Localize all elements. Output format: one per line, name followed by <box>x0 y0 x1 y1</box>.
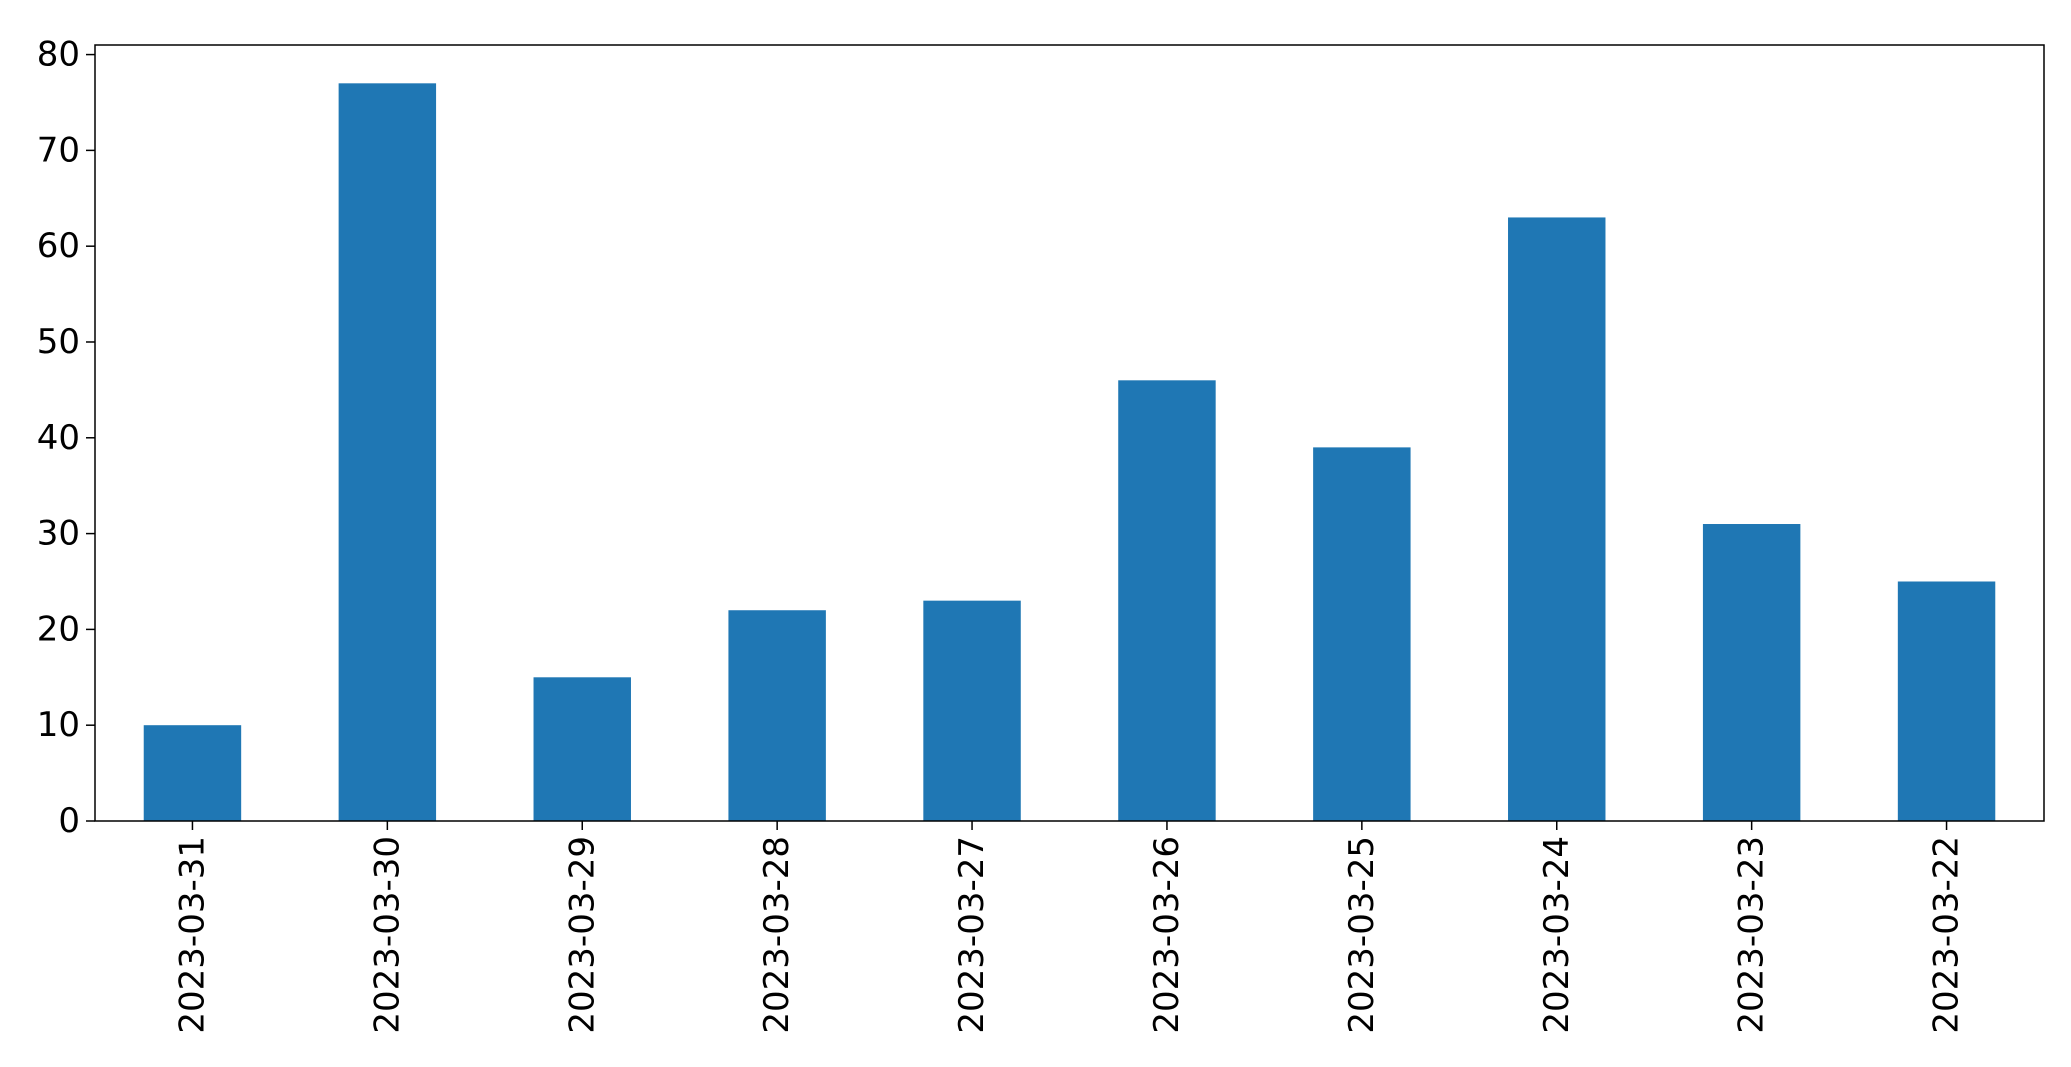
y-tick-label: 30 <box>37 514 80 554</box>
y-tick-label: 70 <box>37 130 80 170</box>
y-tick-label: 60 <box>37 226 80 266</box>
plot-area-frame <box>94 44 2045 822</box>
x-tick-label: 2023-03-29 <box>562 836 602 1034</box>
y-tick-label: 10 <box>37 705 80 745</box>
bars-layer <box>143 83 1996 821</box>
x-tick-label: 2023-03-28 <box>757 836 797 1034</box>
y-tick-label: 0 <box>58 801 80 841</box>
x-tick-label: 2023-03-31 <box>172 836 212 1034</box>
y-axis: 0 10 20 30 40 50 60 70 80 <box>37 35 95 841</box>
x-tick-label: 2023-03-22 <box>1927 836 1967 1034</box>
bar-2023-03-24 <box>1508 217 1606 821</box>
bar-2023-03-30 <box>338 83 437 821</box>
x-tick-label: 2023-03-23 <box>1732 836 1772 1034</box>
bar-2023-03-29 <box>533 677 631 821</box>
bar-2023-03-27 <box>923 600 1021 821</box>
bar-2023-03-28 <box>728 610 826 821</box>
bar-2023-03-26 <box>1118 380 1216 821</box>
x-tick-label: 2023-03-27 <box>952 836 992 1034</box>
bar-2023-03-25 <box>1313 447 1411 821</box>
y-tick-label: 20 <box>37 609 80 649</box>
y-tick-label: 80 <box>37 35 80 75</box>
x-tick-label: 2023-03-26 <box>1147 836 1187 1034</box>
bar-2023-03-23 <box>1702 524 1801 821</box>
x-tick-label: 2023-03-25 <box>1342 836 1382 1034</box>
y-tick-label: 40 <box>37 418 80 458</box>
x-axis: 2023-03-31 2023-03-30 2023-03-29 2023-03-28… <box>172 821 1967 1034</box>
x-tick-label: 2023-03-30 <box>367 836 407 1034</box>
y-tick-label: 50 <box>37 322 80 362</box>
bar-2023-03-22 <box>1897 581 1996 821</box>
x-tick-label: 2023-03-24 <box>1537 836 1577 1034</box>
bar-2023-03-31 <box>143 725 242 821</box>
